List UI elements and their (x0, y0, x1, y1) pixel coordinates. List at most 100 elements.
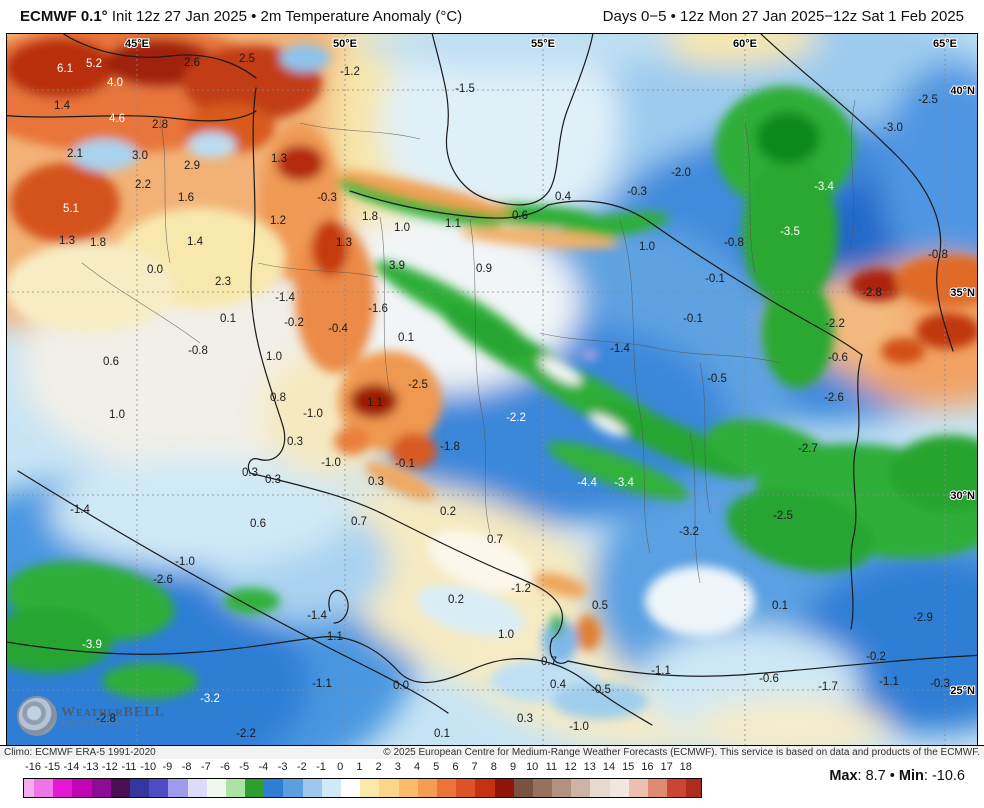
anomaly-value-label: 1.3 (271, 153, 287, 165)
latitude-label: 40°N (950, 85, 975, 97)
anomaly-region (582, 350, 598, 360)
anomaly-value-label: -0.1 (705, 273, 725, 285)
colorbar-tick: 4 (413, 761, 421, 773)
anomaly-region (575, 615, 601, 651)
anomaly-value-label: 1.8 (362, 211, 378, 223)
anomaly-region (756, 112, 820, 164)
anomaly-value-label: -3.5 (780, 226, 800, 238)
border-line (328, 589, 349, 624)
anomaly-value-label: 0.1 (398, 332, 414, 344)
colorbar (23, 778, 703, 798)
anomaly-value-label: 1.6 (178, 192, 194, 204)
min-label: Min (898, 768, 924, 784)
anomaly-value-label: 5.1 (63, 203, 79, 215)
anomaly-value-label: 3.0 (132, 150, 148, 162)
anomaly-region (542, 619, 578, 663)
colorbar-tick: 17 (660, 761, 673, 773)
colorbar-cell (552, 779, 572, 797)
colorbar-cell (532, 779, 553, 797)
anomaly-region (890, 435, 977, 511)
colorbar-cell (149, 779, 169, 797)
anomaly-value-label: -1.4 (307, 610, 327, 622)
max-label: Max (829, 768, 858, 784)
anomaly-value-label: 0.6 (103, 356, 119, 368)
anomaly-value-label: -3.2 (679, 526, 699, 538)
colorbar-cell (628, 779, 648, 797)
anomaly-region (312, 220, 348, 276)
province-borders (81, 99, 856, 584)
colorbar-tick: -12 (101, 761, 118, 773)
colorbar-cell (225, 779, 246, 797)
anomaly-region (850, 269, 906, 301)
anomaly-value-label: -2.5 (773, 510, 793, 522)
map-canvas: 6.1 5.2 4.0 2.6 2.5 1.4 4.6 2.8 2.1 3.0 2.9 1.3 2.2 1… (7, 34, 977, 745)
anomaly-value-label: -0.1 (683, 313, 703, 325)
anomaly-value-label: -2.5 (918, 94, 938, 106)
colorbar-tick: -10 (140, 761, 157, 773)
anomaly-value-label: 2.5 (239, 53, 255, 65)
anomaly-value-label: -3.4 (814, 181, 834, 193)
anomaly-value-label: -1.5 (455, 83, 475, 95)
border-line (349, 190, 549, 219)
latitude-label: 25°N (950, 685, 975, 697)
anomaly-value-label: 2.9 (184, 160, 200, 172)
colorbar-tick: 2 (375, 761, 382, 773)
anomaly-region (224, 588, 280, 614)
anomaly-value-label: 0.6 (512, 210, 528, 222)
colorbar-tick: 1 (356, 761, 363, 773)
colorbar-tick: 7 (471, 761, 478, 773)
colorbar-cell (436, 779, 457, 797)
colorbar-tick: -3 (277, 761, 288, 773)
anomaly-value-label: 0.1 (434, 728, 450, 740)
anomaly-value-label: 1.3 (336, 237, 352, 249)
colorbar-tick: -8 (181, 761, 192, 773)
anomaly-value-label: -2.2 (506, 412, 526, 424)
anomaly-value-label: -2.6 (824, 392, 844, 404)
colorbar-cell (264, 779, 284, 797)
anomaly-value-label: -1.7 (818, 681, 838, 693)
anomaly-region (72, 139, 138, 171)
colorbar-tick-labels: -16 -15 -14 -13 -12 -11 -10 -9 -8 -7 -6 -5 -4 -3 -2 -1 0… (0, 761, 984, 775)
anomaly-value-label: -0.6 (828, 352, 848, 364)
longitude-label: 50°E (333, 38, 357, 50)
anomaly-region (881, 338, 925, 364)
anomaly-region (188, 132, 236, 158)
anomaly-value-label: 2.1 (67, 148, 83, 160)
border-line (431, 34, 594, 206)
climo-attribution: Climo: ECMWF ERA-5 1991-2020 (4, 747, 156, 758)
anomaly-region (380, 34, 620, 233)
anomaly-features (7, 34, 977, 719)
colorbar-tick: 13 (583, 761, 596, 773)
province-border-line (619, 220, 651, 554)
border-line (7, 110, 257, 122)
anomaly-region (552, 683, 648, 719)
anomaly-value-label: 0.2 (448, 594, 464, 606)
anomaly-value-label: -4.4 (577, 477, 597, 489)
anomaly-value-label: 5.2 (86, 58, 102, 70)
anomaly-value-label: -1.1 (879, 676, 899, 688)
anomaly-value-label: 1.0 (109, 409, 125, 421)
anomaly-value-label: -1.2 (340, 66, 360, 78)
colorbar-cell (341, 779, 361, 797)
anomaly-value-label: 0.0 (147, 264, 163, 276)
anomaly-value-label: -0.8 (928, 249, 948, 261)
anomaly-value-label: -1.4 (610, 343, 630, 355)
anomaly-value-label: -1.1 (323, 631, 343, 643)
colorbar-cell (494, 779, 514, 797)
colorbar-cell (72, 779, 92, 797)
anomaly-value-label: 0.5 (592, 600, 608, 612)
anomaly-region (280, 44, 330, 72)
graticule-labels: 45°E 50°E 55°E 60°E 65°E 40°N 35°N 30°N 25°N (124, 37, 976, 698)
anomaly-value-label: -0.6 (759, 673, 779, 685)
anomaly-region (560, 211, 670, 239)
anomaly-value-label: -0.5 (591, 684, 611, 696)
longitude-label: 55°E (531, 38, 555, 50)
anomaly-value-label: -3.4 (614, 477, 634, 489)
latitude-label: 35°N (950, 287, 975, 299)
province-border-line (689, 432, 701, 584)
colorbar-cell (417, 779, 437, 797)
province-border-line (257, 262, 379, 278)
colorbar-tick: 12 (564, 761, 577, 773)
colorbar-tick: -5 (239, 761, 250, 773)
